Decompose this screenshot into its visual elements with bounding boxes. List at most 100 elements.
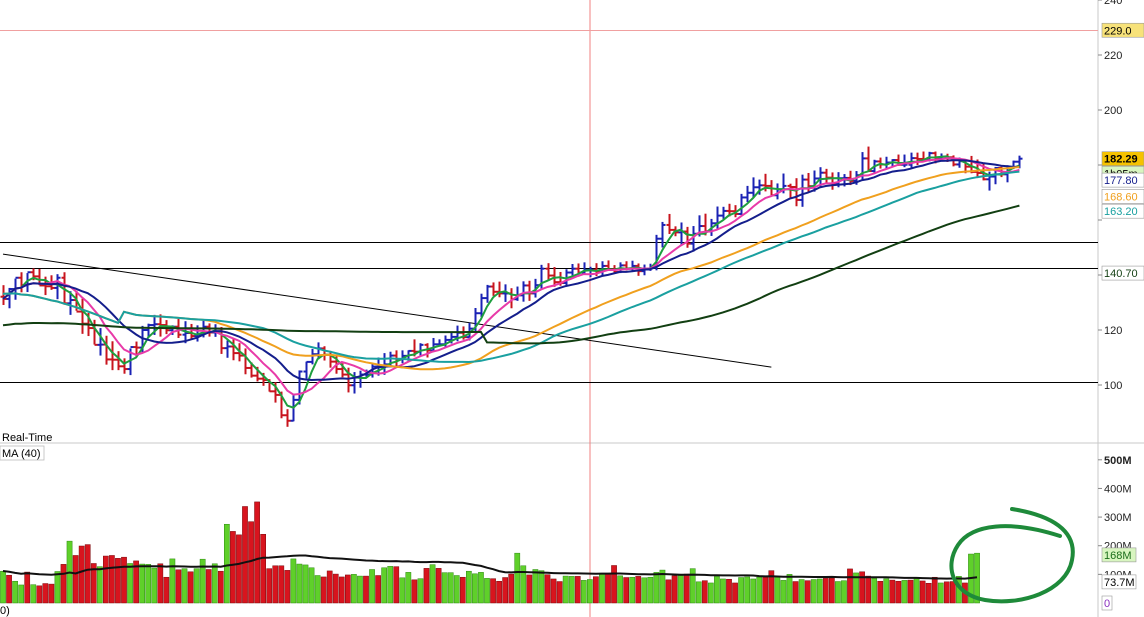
volume-bar-rect (387, 566, 394, 604)
price-side-label-text: 163.20 (1104, 206, 1138, 218)
volume-bar (272, 565, 279, 604)
volume-bar-rect (617, 575, 623, 604)
volume-bar (115, 558, 121, 604)
volume-bar-rect (284, 570, 291, 604)
volume-bar-rect (786, 574, 793, 604)
volume-bar (901, 580, 908, 604)
volume-bar (798, 579, 805, 604)
volume-bar-rect (278, 565, 285, 604)
moving-average-line (2, 157, 1020, 396)
ohlc-bar (224, 340, 231, 358)
ohlc-bar (914, 152, 921, 165)
volume-bar-rect (42, 583, 49, 604)
volume-bar (447, 572, 454, 604)
volume-bar-rect (695, 581, 702, 604)
volume-bar (423, 568, 430, 604)
volume-bar-rect (90, 563, 97, 604)
ohlc-bar (756, 179, 763, 195)
volume-bar-rect (599, 572, 605, 604)
volume-bar-rect (6, 574, 12, 604)
volume-bar-rect (520, 565, 527, 604)
volume-bar-rect (792, 581, 799, 604)
volume-bar-rect (12, 580, 18, 604)
volume-bar (169, 558, 176, 604)
volume-bar-rect (351, 574, 357, 604)
volume-side-label: 0 (1101, 595, 1113, 611)
volume-bar (314, 575, 321, 604)
volume-bar (151, 567, 158, 604)
volume-bar-rect (683, 573, 690, 604)
volume-bar (478, 572, 484, 604)
volume-bar (701, 580, 708, 604)
volume-bar-rect (393, 566, 400, 604)
volume-bar (689, 568, 696, 604)
volume-bar-rect (659, 569, 666, 604)
volume-bar (714, 576, 720, 604)
volume-bar (599, 572, 605, 604)
volume-bar (139, 563, 146, 604)
volume-bar-rect (931, 576, 938, 604)
volume-bar-rect (272, 565, 279, 604)
price-side-label: 140.70 (1101, 265, 1144, 281)
price-side-label-text: 140.70 (1104, 268, 1138, 280)
volume-bar-rect (84, 544, 91, 604)
volume-bar-rect (829, 577, 835, 604)
volume-bar-rect (871, 578, 878, 604)
volume-bar-rect (774, 576, 781, 604)
volume-bar-rect (435, 568, 442, 604)
volume-bar (768, 570, 775, 604)
volume-bar (145, 564, 152, 604)
ohlc-bar (532, 278, 539, 298)
volume-bar-rect (587, 579, 593, 604)
volume-bar-rect (484, 578, 490, 604)
volume-bar (175, 569, 182, 604)
volume-bar (786, 574, 793, 604)
ohlc-bar (6, 287, 13, 309)
volume-bar-rect (326, 570, 333, 604)
volume-bar-rect (853, 572, 859, 604)
volume-moving-average (2, 554, 978, 580)
volume-bar (296, 563, 303, 604)
ohlc-bar (230, 338, 237, 361)
volume-bar-rect (665, 579, 672, 604)
volume-bar-rect (508, 573, 515, 604)
volume-bar (774, 576, 781, 604)
volume-bar (695, 581, 702, 604)
volume-bar (387, 566, 394, 604)
volume-bar-rect (701, 580, 708, 604)
volume-bar-rect (48, 583, 55, 604)
volume-bar-rect (151, 567, 158, 604)
volume-bar-rect (756, 576, 763, 604)
volume-bar (720, 578, 726, 604)
volume-bar-rect (635, 576, 642, 604)
volume-bar (502, 577, 508, 604)
volume-bar (363, 575, 369, 604)
volume-bar (320, 576, 327, 604)
ohlc-bar (345, 367, 352, 393)
volume-bar (393, 566, 400, 604)
volume-bar (381, 567, 387, 604)
volume-bar (671, 575, 678, 604)
price-side-label-box (1101, 151, 1144, 167)
volume-bar (278, 565, 285, 604)
ohlc-bar (732, 205, 739, 218)
volume-bar-rect (417, 578, 424, 604)
volume-bar (435, 568, 442, 604)
volume-bar-rect (345, 574, 351, 604)
price-side-label: 182.29 (1101, 151, 1144, 167)
volume-bar (417, 578, 424, 604)
volume-bar (562, 575, 569, 604)
volume-tick-label: 300M (1104, 512, 1132, 524)
circle-annotation (949, 507, 1075, 604)
volume-bar-rect (472, 573, 478, 604)
volume-bar (841, 580, 847, 604)
volume-bar-rect (919, 580, 926, 604)
volume-bar-rect (490, 578, 496, 604)
volume-bar-rect (780, 580, 787, 604)
volume-bar (224, 523, 230, 604)
volume-bar (859, 571, 865, 604)
volume-bar-rect (121, 556, 127, 604)
volume-bar-rect (526, 574, 533, 604)
volume-bar (351, 574, 357, 604)
